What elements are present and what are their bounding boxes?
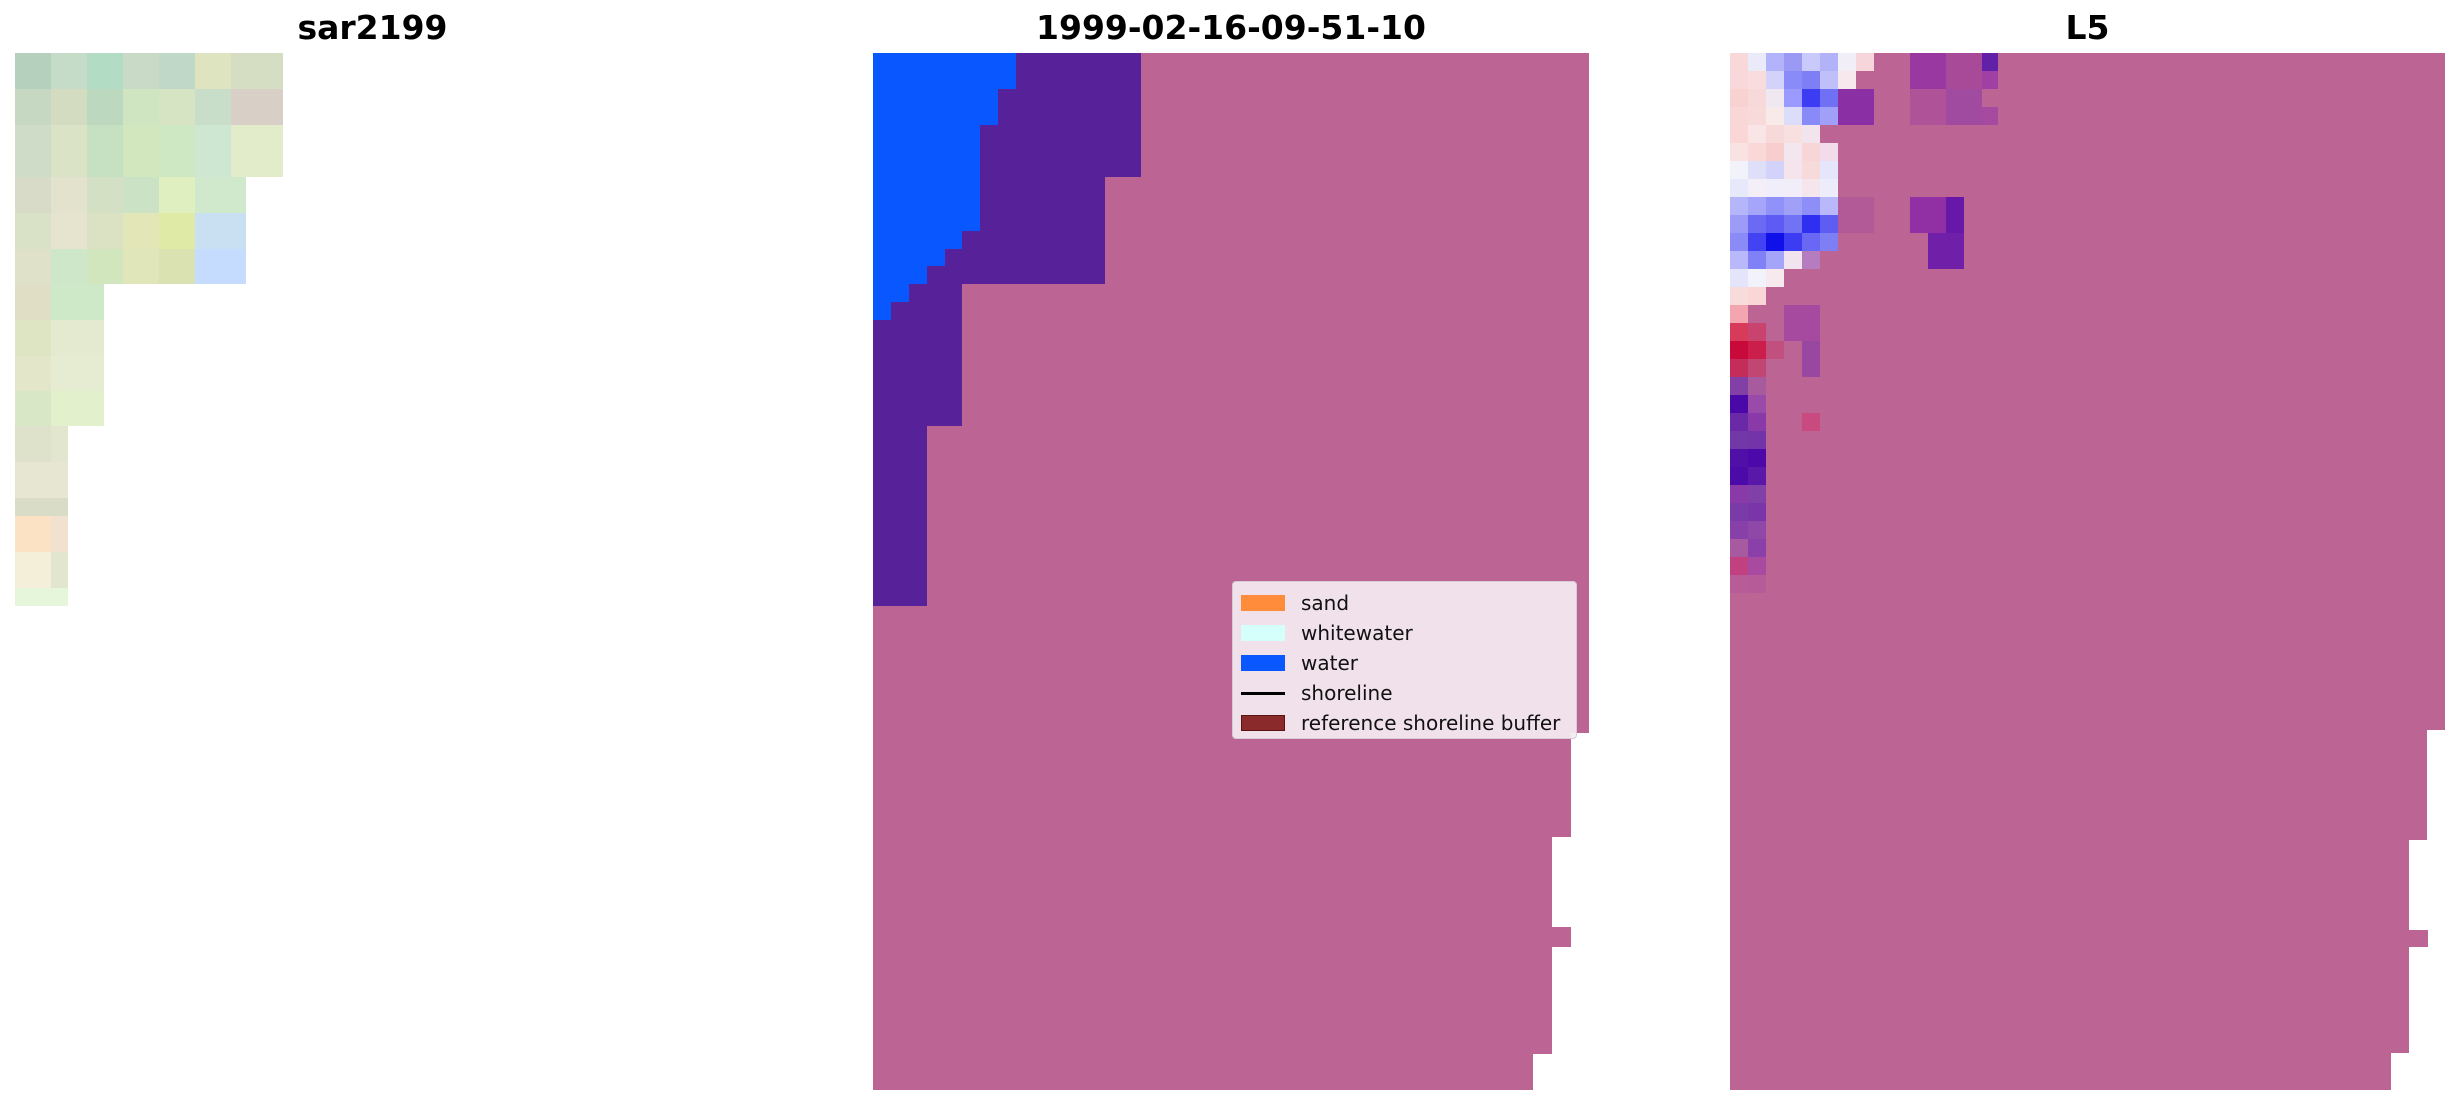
- whitewater-swatch: [1241, 625, 1285, 641]
- legend-label: reference shoreline buffer: [1301, 711, 1561, 735]
- sar-panel-title: sar2199: [297, 8, 448, 47]
- classified-image: [873, 53, 1589, 1090]
- legend-item-water: water: [1241, 648, 1576, 678]
- sar-image: [15, 53, 283, 606]
- legend: sand whitewater water shoreline referenc…: [1232, 581, 1577, 739]
- legend-label: whitewater: [1301, 621, 1413, 645]
- shoreline-line-swatch: [1241, 691, 1285, 695]
- legend-label: water: [1301, 651, 1358, 675]
- sand-swatch: [1241, 595, 1285, 611]
- legend-item-shoreline: shoreline: [1241, 678, 1576, 708]
- legend-label: sand: [1301, 591, 1350, 615]
- legend-item-sand: sand: [1241, 588, 1576, 618]
- reference-buffer-swatch: [1241, 715, 1285, 731]
- legend-item-whitewater: whitewater: [1241, 618, 1576, 648]
- legend-label: shoreline: [1301, 681, 1393, 705]
- classified-panel-title: 1999-02-16-09-51-10: [1036, 8, 1426, 47]
- water-swatch: [1241, 655, 1285, 671]
- legend-item-reference-buffer: reference shoreline buffer: [1241, 708, 1576, 738]
- layer-image: [1730, 53, 2445, 1090]
- layer-panel-title: L5: [2065, 8, 2110, 47]
